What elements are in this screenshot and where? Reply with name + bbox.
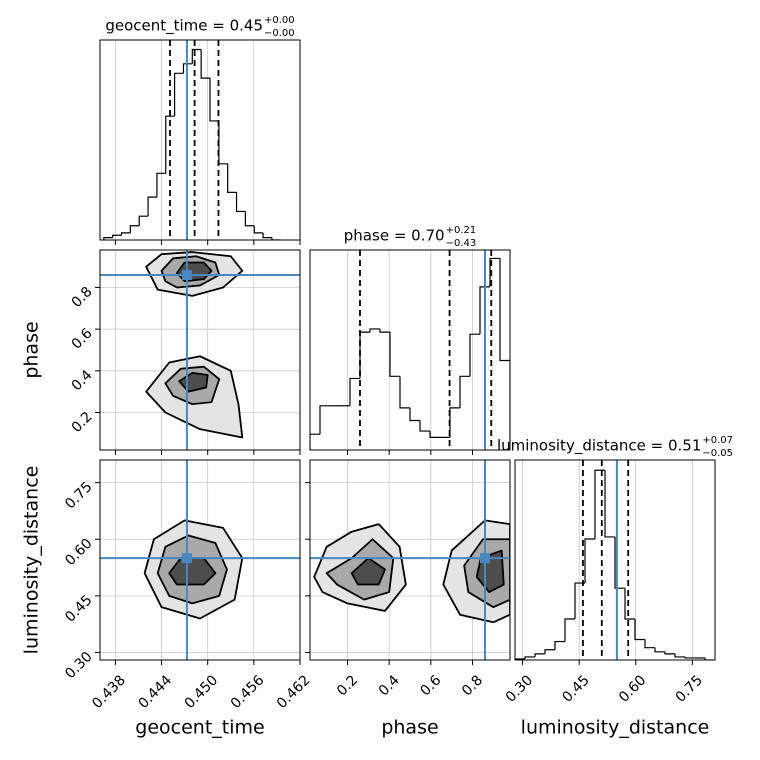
panel-frame <box>99 249 301 451</box>
histogram-bin <box>515 658 525 660</box>
x-axis-label: phase <box>381 717 438 739</box>
histogram-bin <box>419 420 430 432</box>
histogram-bin <box>554 640 565 650</box>
truth-marker <box>181 553 192 564</box>
histogram-bin <box>604 470 615 538</box>
panel-frame <box>99 39 301 241</box>
truth-marker <box>181 270 192 280</box>
histogram-bin <box>319 405 330 435</box>
histogram-bin <box>409 407 420 422</box>
panel-title: geocent_time = 0.45 <box>105 17 263 36</box>
histogram-bin <box>634 618 645 641</box>
panel: geocent_time = 0.45 +0.00 −0.00 <box>99 15 301 245</box>
contour <box>350 557 386 586</box>
histogram-bin <box>379 328 390 333</box>
title-upper-error: +0.07 <box>702 435 733 446</box>
histogram-bin <box>310 433 320 450</box>
truth-marker <box>480 553 490 564</box>
panel-content <box>100 250 300 450</box>
histogram-bin <box>399 376 410 409</box>
histogram-bin <box>147 196 157 217</box>
panel-content <box>310 460 510 660</box>
histogram-bin <box>235 192 246 213</box>
histogram-bin <box>244 211 255 227</box>
histogram-bin <box>138 215 149 226</box>
histogram-bin <box>534 653 545 657</box>
title-lower-error: −0.00 <box>264 28 295 39</box>
panel-content <box>100 460 300 660</box>
panel <box>95 249 301 455</box>
histogram-bin <box>479 286 490 335</box>
histogram-bin <box>469 333 480 377</box>
histogram-bin <box>459 375 470 408</box>
histogram-bin <box>584 538 595 584</box>
panel-title: phase = 0.70 <box>344 227 445 245</box>
histogram-bin <box>200 49 210 79</box>
histogram-bin <box>389 332 400 377</box>
histogram-bin <box>120 232 131 236</box>
histogram-bin <box>499 258 510 362</box>
histogram-bin <box>489 257 500 287</box>
panel-content <box>103 40 300 240</box>
title-lower-error: −0.05 <box>702 448 733 459</box>
histogram-bin <box>654 647 665 653</box>
title-upper-error: +0.21 <box>446 225 477 236</box>
histogram-bin <box>349 377 360 406</box>
histogram-bin <box>429 431 440 438</box>
histogram-bin <box>369 328 380 333</box>
panel <box>305 459 511 665</box>
histogram-bin <box>449 407 460 438</box>
histogram-bin <box>524 656 535 659</box>
histogram-bin <box>191 48 202 64</box>
histogram-bin <box>644 639 655 649</box>
histogram-bin <box>664 651 675 655</box>
x-axis-label: geocent_time <box>135 717 264 739</box>
title-upper-error: +0.00 <box>264 15 295 26</box>
histogram-bin <box>209 78 219 122</box>
histogram-bin <box>674 653 685 658</box>
panel-frame <box>309 459 511 661</box>
panel <box>95 459 301 665</box>
histogram-bin <box>574 582 585 619</box>
histogram-bin <box>624 588 635 620</box>
histogram-bin <box>253 225 264 234</box>
histogram-bin <box>262 232 272 239</box>
panel-content <box>515 460 715 660</box>
histogram-bin <box>271 237 281 240</box>
histogram-bin <box>614 536 625 589</box>
panel: phase = 0.70 +0.21 −0.43 <box>309 225 511 455</box>
histogram-bin <box>174 72 184 117</box>
histogram-bin <box>704 657 715 660</box>
histogram-bin <box>564 618 575 642</box>
panel-frame <box>99 459 301 661</box>
y-axis-label: luminosity_distance <box>21 466 43 655</box>
histogram-bin <box>156 172 166 198</box>
panel-frame <box>309 249 511 451</box>
panel-frame <box>514 459 716 661</box>
histogram-bin <box>684 656 695 659</box>
title-lower-error: −0.43 <box>446 238 477 249</box>
panel: luminosity_distance = 0.51 +0.07 −0.05 <box>497 435 733 665</box>
x-axis-label: luminosity_distance <box>521 717 710 739</box>
histogram-bin <box>165 115 175 174</box>
panel-content <box>310 250 510 450</box>
histogram-bin <box>544 649 555 654</box>
panel-title: luminosity_distance = 0.51 <box>497 437 701 456</box>
histogram-bin <box>182 63 193 74</box>
y-axis-label: phase <box>21 321 43 378</box>
histogram-bin <box>112 234 122 238</box>
histogram-bin <box>129 225 140 233</box>
histogram-bin <box>103 237 113 240</box>
histogram-bin <box>227 163 237 193</box>
